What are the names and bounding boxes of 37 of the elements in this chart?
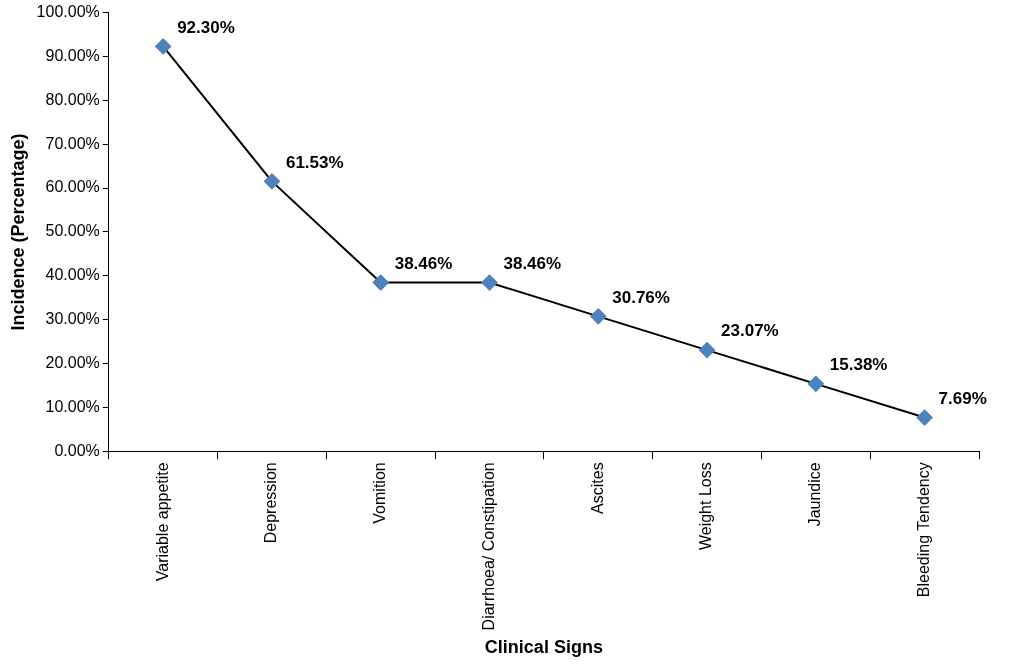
data-label: 7.69% <box>938 388 987 408</box>
x-tick-label: Jaundice <box>806 462 824 527</box>
point <box>699 342 716 359</box>
data-label: 23.07% <box>721 321 779 341</box>
x-tick-label: Diarrhoea/ Constipation <box>479 462 497 631</box>
y-tick-label: 20.00% <box>45 353 100 371</box>
data-label: 38.46% <box>394 253 453 273</box>
point <box>155 38 172 55</box>
x-tick-label: Ascites <box>588 462 606 514</box>
y-tick-label: 40.00% <box>45 266 100 284</box>
data-label: 92.30% <box>177 17 235 37</box>
y-tick-label: 50.00% <box>45 222 100 240</box>
data-label: 61.53% <box>285 152 344 172</box>
y-axis-title: Incidence (Percentage) <box>7 133 28 331</box>
point <box>372 274 389 291</box>
point <box>916 409 933 426</box>
point <box>590 308 607 325</box>
y-tick-label: 100.00% <box>36 3 100 21</box>
y-tick-label: 10.00% <box>45 397 100 415</box>
x-tick-label: Vomition <box>371 462 389 524</box>
x-axis-title: Clinical Signs <box>484 637 603 658</box>
x-tick-label: Bleeding Tendency <box>915 462 933 598</box>
x-tick-label: Weight Loss <box>697 462 715 551</box>
y-tick-label: 60.00% <box>45 178 100 196</box>
y-tick-label: 90.00% <box>45 46 100 64</box>
data-label: 38.46% <box>503 253 562 273</box>
x-tick-label: Depression <box>262 462 280 544</box>
point <box>263 173 280 190</box>
y-tick-label: 70.00% <box>45 134 100 152</box>
x-tick-label: Variable appetite <box>153 462 171 582</box>
y-tick-label: 30.00% <box>45 310 100 328</box>
y-tick-label: 80.00% <box>45 90 100 108</box>
point <box>481 274 498 291</box>
data-label: 15.38% <box>829 355 888 375</box>
point <box>807 375 824 392</box>
data-label: 30.76% <box>612 287 670 307</box>
y-tick-label: 0.00% <box>54 441 100 459</box>
